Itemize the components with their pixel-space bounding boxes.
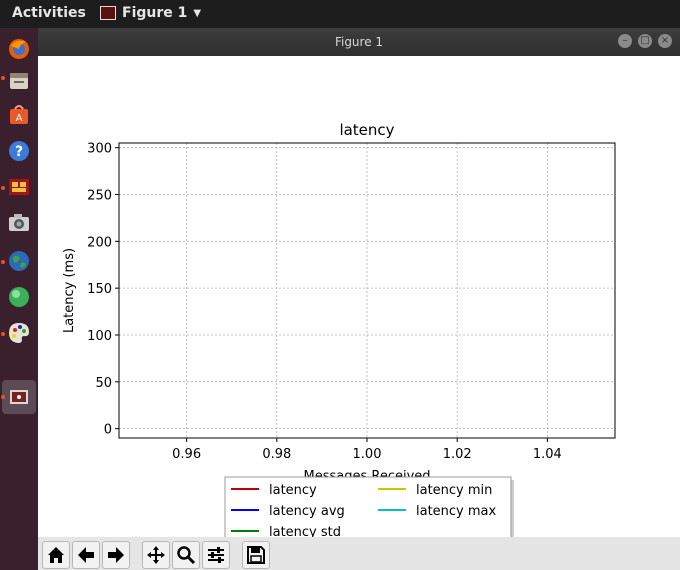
svg-text:?: ? (15, 144, 23, 160)
figure-app-icon (100, 6, 116, 20)
svg-text:A: A (16, 113, 23, 124)
figure-window: Figure 1 – □ × 0.96 0.98 1.00 1.02 1.04 0 50 10… (38, 28, 680, 570)
legend-label: latency (269, 483, 317, 498)
y-tick-label: 50 (95, 376, 112, 391)
close-button[interactable]: × (658, 34, 672, 48)
y-axis-label: Latency (ms) (62, 248, 77, 333)
running-indicator (1, 395, 5, 399)
y-tick-label: 150 (87, 282, 112, 297)
configure-subplots-button[interactable] (202, 541, 230, 569)
pan-button[interactable] (142, 541, 170, 569)
chart-title: latency (339, 121, 394, 139)
running-indicator (1, 332, 5, 336)
window-title: Figure 1 (334, 35, 384, 49)
palette-icon[interactable] (6, 320, 32, 346)
home-button[interactable] (42, 541, 70, 569)
x-tick-label: 1.02 (443, 447, 472, 462)
y-tick-label: 300 (87, 142, 112, 157)
legend-label: latency avg (269, 504, 345, 519)
y-tick-label: 0 (104, 423, 112, 438)
help-icon[interactable]: ? (6, 138, 32, 164)
plot-area: 0.96 0.98 1.00 1.02 1.04 0 50 100 150 200 250 300 la… (38, 56, 680, 548)
y-tick-label: 250 (87, 189, 112, 204)
camera-icon[interactable] (6, 210, 32, 236)
running-indicator (1, 76, 5, 80)
zoom-icon (177, 546, 196, 565)
green-ball-icon[interactable] (6, 284, 32, 310)
software-center-icon[interactable]: A (6, 102, 32, 128)
y-tick-label: 200 (87, 235, 112, 250)
dock: A ? (0, 28, 38, 570)
legend-label: latency min (416, 483, 492, 498)
minimize-button[interactable]: – (618, 34, 632, 48)
files-icon[interactable] (6, 68, 32, 94)
x-tick-label: 1.00 (353, 447, 382, 462)
legend-label: latency std (269, 525, 341, 537)
top-bar: Activities Figure 1 ▼ (0, 0, 680, 28)
maximize-button[interactable]: □ (638, 34, 652, 48)
figure-window-icon[interactable] (6, 384, 32, 410)
firefox-icon[interactable] (6, 36, 32, 62)
running-indicator (1, 186, 5, 190)
back-icon (78, 547, 94, 563)
y-tick-label: 100 (87, 329, 112, 344)
legend-label: latency max (416, 504, 497, 519)
pan-icon (147, 546, 165, 564)
latency-chart: 0.96 0.98 1.00 1.02 1.04 0 50 100 150 200 250 300 la… (62, 121, 616, 548)
globe-icon[interactable] (6, 248, 32, 274)
back-button[interactable] (72, 541, 100, 569)
save-icon (247, 546, 265, 564)
app-icon[interactable] (6, 174, 32, 200)
window-title-bar[interactable]: Figure 1 – □ × (38, 28, 680, 56)
zoom-button[interactable] (172, 541, 200, 569)
legend-box (224, 476, 512, 546)
app-menu[interactable]: Figure 1 ▼ (100, 5, 201, 21)
x-tick-label: 1.04 (533, 447, 562, 462)
x-tick-label: 0.98 (262, 447, 291, 462)
x-tick-label: 0.96 (172, 447, 201, 462)
forward-icon (108, 547, 124, 563)
configure-subplots-icon (208, 547, 224, 563)
home-icon (48, 547, 64, 563)
running-indicator (1, 260, 5, 264)
activities-button[interactable]: Activities (12, 5, 86, 21)
save-button[interactable] (242, 541, 270, 569)
app-menu-label: Figure 1 (122, 5, 188, 21)
chevron-down-icon: ▼ (193, 7, 202, 19)
forward-button[interactable] (102, 541, 130, 569)
plot-toolbar (38, 537, 680, 570)
